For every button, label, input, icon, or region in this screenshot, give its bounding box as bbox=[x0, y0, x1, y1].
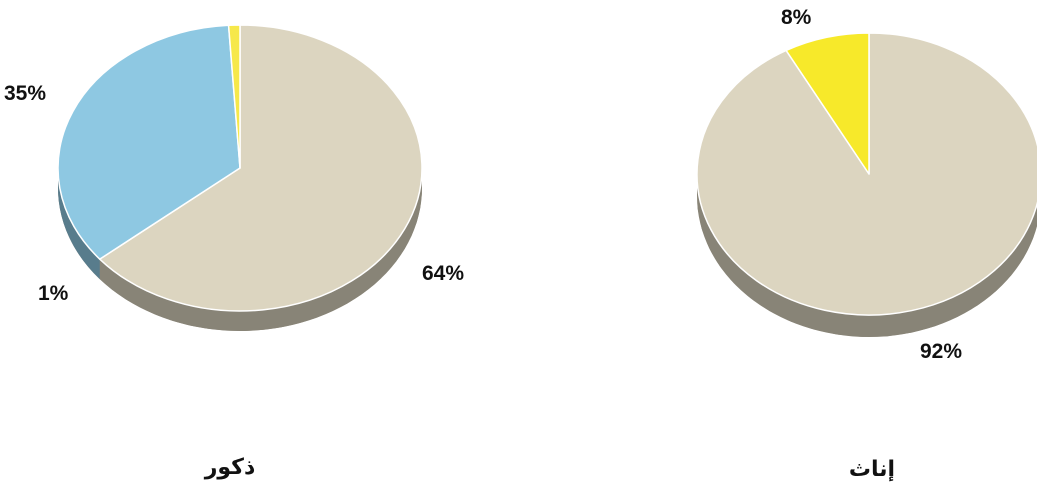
slice-males-35 bbox=[57, 24, 241, 260]
slice-females-8 bbox=[785, 32, 870, 175]
pie-caption-males: ذكور bbox=[204, 454, 256, 480]
slice-females-92-side bbox=[697, 186, 1037, 337]
data-label-males-1: 1% bbox=[38, 282, 69, 305]
data-label-females-8: 8% bbox=[781, 6, 812, 29]
slice-males-64-side bbox=[99, 173, 422, 331]
pie-chart-females bbox=[696, 32, 1037, 337]
data-label-males-35: 35% bbox=[4, 82, 46, 105]
pie-chart-males bbox=[57, 24, 423, 331]
slice-males-35-side bbox=[58, 172, 100, 280]
slice-females-92 bbox=[696, 32, 1037, 316]
slice-males-1 bbox=[227, 24, 241, 169]
data-label-females-92: 92% bbox=[920, 340, 962, 363]
slice-males-64 bbox=[99, 24, 423, 312]
pie-caption-females: إناث bbox=[849, 456, 895, 482]
data-label-males-64: 64% bbox=[422, 262, 464, 285]
